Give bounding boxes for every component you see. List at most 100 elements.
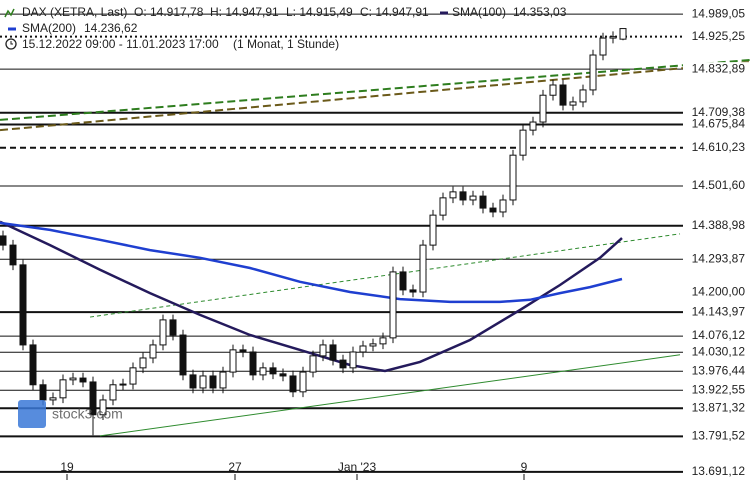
clock-hand — [10, 41, 13, 45]
candle-body — [159, 319, 167, 346]
candle-body — [249, 351, 257, 376]
candle-body — [589, 54, 597, 91]
candle-body — [289, 375, 297, 393]
level-label-box — [683, 252, 750, 267]
level-label-box — [683, 305, 750, 320]
level-label-box — [683, 7, 750, 22]
watermark: stock3.com — [18, 400, 123, 428]
candle-body — [129, 367, 137, 385]
candle-body — [149, 344, 157, 359]
x-tick-label: 19 — [60, 460, 74, 474]
candle-body — [419, 244, 427, 293]
candle-body — [209, 375, 217, 389]
candle-body — [469, 195, 477, 201]
candle-body — [569, 101, 577, 106]
candle-body — [339, 359, 347, 369]
candle-body — [359, 345, 367, 353]
candle-body — [459, 191, 467, 201]
candle-body — [479, 195, 487, 209]
candle-body — [349, 351, 357, 369]
candle-body — [19, 264, 27, 346]
ohlc-low: L: 14.915,49 — [286, 5, 353, 19]
candle-body — [429, 214, 437, 246]
clock-icon — [5, 38, 17, 50]
watermark-text: stock3.com — [52, 406, 123, 422]
level-label: 14.832,89 — [692, 61, 746, 75]
candle-body — [49, 397, 57, 401]
level-label-box — [683, 364, 750, 379]
candle-body — [89, 381, 97, 416]
candle-body — [299, 371, 307, 393]
candle-body — [609, 36, 617, 39]
candle-body — [499, 199, 507, 213]
level-label-box — [683, 179, 750, 194]
legend-label: SMA(200) — [22, 21, 76, 35]
candle-body — [119, 383, 127, 386]
x-tick-label: Jan '23 — [338, 460, 377, 474]
level-label-box — [683, 218, 750, 233]
candle-body — [269, 367, 277, 375]
candle-body — [519, 129, 527, 156]
candle-body — [189, 374, 197, 389]
level-label: 13.791,52 — [692, 429, 746, 443]
candle-body — [439, 197, 447, 216]
candle-body — [79, 377, 87, 383]
level-label-box — [683, 329, 750, 344]
legend: DAX (XETRA, Last) O: 14.917,78 H: 14.947… — [4, 5, 567, 51]
level-label: 14.925,25 — [692, 29, 746, 43]
candle-body — [229, 349, 237, 373]
level-label: 14.709,38 — [692, 105, 746, 119]
level-label-box — [683, 401, 750, 416]
candle-body — [549, 84, 557, 96]
candle-body — [509, 154, 517, 201]
level-label-box — [683, 105, 750, 120]
candle-body — [199, 375, 207, 389]
candle-body — [529, 121, 537, 131]
candle-body — [59, 379, 67, 399]
candle-body — [489, 207, 497, 213]
candle-body — [139, 357, 147, 369]
level-label: 14.143,97 — [692, 304, 746, 318]
candle-body — [109, 384, 117, 401]
plot-area: 14.989,05 14.925,25 14.832,89 14.709,3814.6… — [0, 6, 750, 480]
ohlc-open: O: 14.917,78 — [134, 5, 204, 19]
ohlc-close: C: 14.947,91 — [360, 5, 429, 19]
level-label-box — [683, 345, 750, 360]
level-label-box — [683, 285, 750, 300]
legend-label: SMA(100) — [452, 5, 506, 19]
candle-body — [389, 271, 397, 339]
candle-body — [279, 373, 287, 377]
candle-body — [619, 28, 627, 40]
candle-body — [29, 344, 37, 386]
ohlc-high: H: 14.947,91 — [210, 5, 279, 19]
sma-line — [0, 221, 623, 304]
level-label: 13.922,55 — [692, 382, 746, 396]
period: 15.12.2022 09:00 - 11.01.2023 17:00 — [22, 37, 219, 51]
level-label-box — [683, 29, 750, 44]
watermark-logo — [18, 400, 46, 428]
interval: (1 Monat, 1 Stunde) — [233, 37, 339, 51]
level-label-box — [683, 464, 750, 479]
level-label: 14.200,00 — [692, 285, 746, 299]
level-label: 13.871,32 — [692, 400, 746, 414]
level-label: 14.989,05 — [692, 6, 746, 20]
candle-body — [409, 289, 417, 293]
candle-body — [369, 343, 377, 347]
level-label-box — [683, 383, 750, 398]
instrument-title: DAX (XETRA, Last) — [22, 5, 127, 19]
legend-value: 14.353,03 — [513, 5, 567, 19]
x-tick-label: 9 — [521, 460, 528, 474]
level-label-box — [683, 117, 750, 132]
level-label: 14.675,84 — [692, 117, 746, 131]
candle-body — [399, 271, 407, 291]
candle-body — [39, 384, 47, 401]
level-label: 13.976,44 — [692, 363, 746, 377]
candle-body — [449, 191, 457, 199]
candle-body — [179, 334, 187, 376]
trendline — [89, 233, 681, 318]
candle-body — [599, 37, 607, 56]
level-label-box — [683, 429, 750, 444]
candle-body — [239, 349, 247, 353]
